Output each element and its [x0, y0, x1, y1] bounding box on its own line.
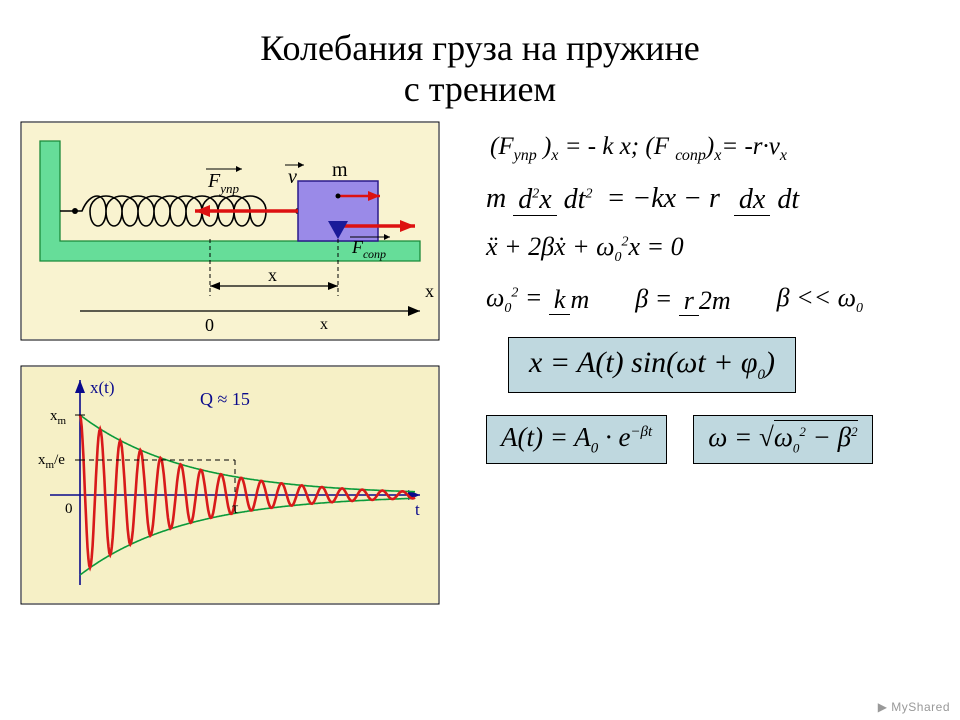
label-dim-x: x: [268, 265, 277, 285]
label-m: m: [332, 159, 348, 181]
label-zero: 0: [65, 501, 73, 517]
label-tau: τ: [232, 500, 239, 517]
label-q: Q ≈ 15: [200, 389, 250, 409]
title-line-2: с трением: [404, 69, 556, 109]
watermark: ▶ MyShared: [878, 700, 950, 714]
label-origin: 0: [205, 315, 214, 335]
char-equation: ẍ + 2βẋ + ω02x = 0: [486, 232, 940, 266]
title-line-1: Колебания груза на пружине: [260, 28, 700, 68]
spring-mass-diagram: Fупр v m Fсопр x: [20, 121, 440, 341]
damped-oscillation-chart: x(t) Q ≈ 15 t xm xm/e τ 0: [20, 365, 440, 605]
force-equations: (Fупр )x = - k x; (F сопр)x= -r·vx: [490, 133, 940, 165]
label-xt: x(t): [90, 378, 115, 397]
label-v: v: [288, 166, 297, 188]
label-x-axis: x: [425, 281, 434, 301]
label-t: t: [415, 500, 420, 519]
amplitude-box: A(t) = A0 · e−βt: [486, 415, 667, 464]
solution-box: x = A(t) sin(ωt + φ0): [508, 337, 796, 393]
label-x-pos: x: [320, 316, 328, 333]
ode-equation: m d2x dt2 = −kx − r dx dt: [486, 183, 940, 217]
omega-box: ω = √ω02 − β2: [693, 415, 872, 464]
params-line: ω02 = km β = r2m β << ω0: [486, 283, 940, 317]
